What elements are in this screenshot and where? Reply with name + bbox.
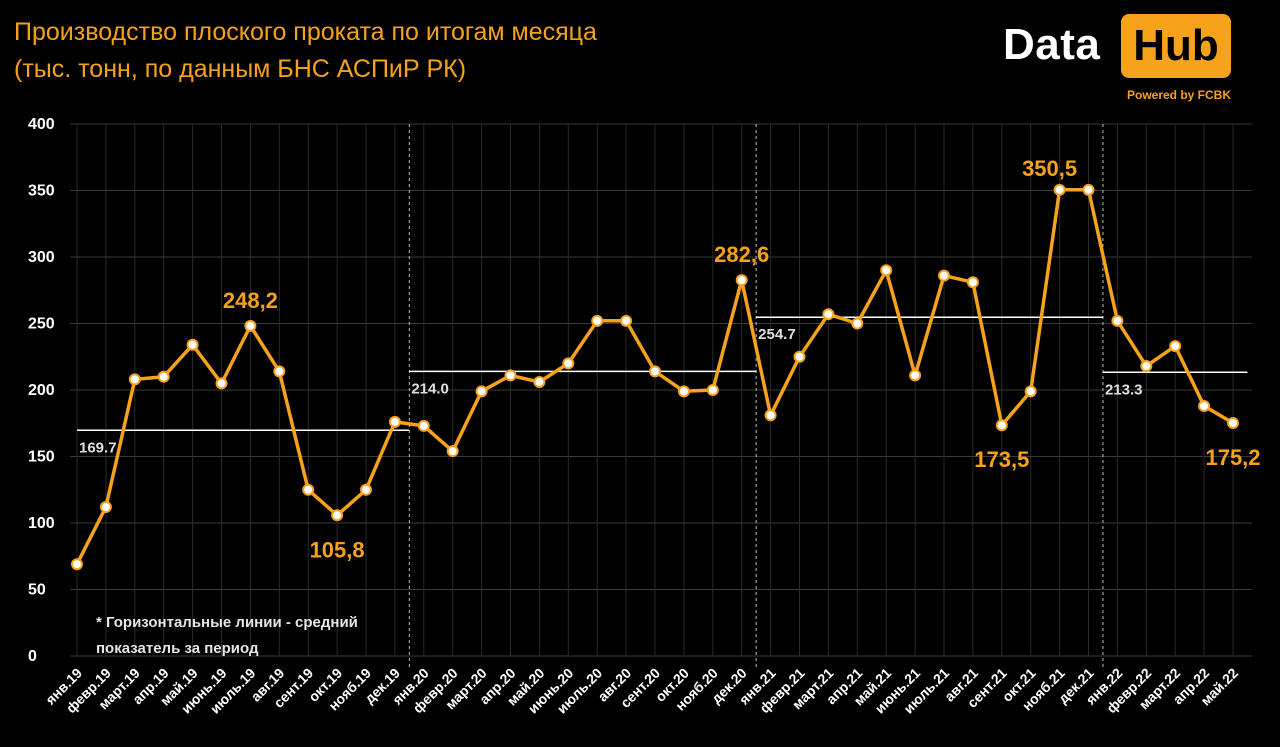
data-point bbox=[793, 350, 806, 363]
logo-data-text: Data bbox=[1003, 20, 1101, 69]
data-point bbox=[1024, 385, 1037, 398]
data-point bbox=[966, 276, 979, 289]
data-point bbox=[620, 314, 633, 327]
data-point bbox=[995, 419, 1008, 432]
average-label: 214.0 bbox=[411, 380, 449, 397]
title-line-1: Производство плоского проката по итогам … bbox=[14, 18, 597, 46]
data-point bbox=[446, 445, 459, 458]
chart-title: Производство плоского проката по итогам … bbox=[14, 14, 597, 88]
data-point bbox=[388, 415, 401, 428]
data-point bbox=[215, 377, 228, 390]
data-point bbox=[244, 319, 257, 332]
datahub-logo: Data Hub Powered by FCBK bbox=[1003, 14, 1233, 104]
y-tick-label: 100 bbox=[28, 515, 55, 532]
data-point bbox=[735, 274, 748, 287]
y-tick-label: 350 bbox=[28, 183, 55, 200]
data-point bbox=[677, 385, 690, 398]
data-label: 248,2 bbox=[223, 288, 278, 313]
average-label: 169.7 bbox=[79, 439, 117, 456]
data-point bbox=[157, 370, 170, 383]
average-label: 254.7 bbox=[758, 326, 796, 343]
data-point bbox=[331, 509, 344, 522]
footnote: * Горизонтальные линии - средний показат… bbox=[96, 610, 358, 662]
y-tick-label: 300 bbox=[28, 249, 55, 266]
data-point bbox=[591, 314, 604, 327]
footnote-line-1: * Горизонтальные линии - средний bbox=[96, 614, 358, 631]
y-tick-label: 400 bbox=[28, 116, 55, 133]
y-tick-label: 50 bbox=[28, 582, 46, 599]
y-tick-label: 0 bbox=[28, 648, 37, 665]
data-point bbox=[706, 384, 719, 396]
y-tick-label: 200 bbox=[28, 382, 55, 399]
data-point bbox=[533, 376, 546, 389]
data-point bbox=[1140, 360, 1153, 373]
data-point bbox=[1082, 183, 1095, 196]
average-label: 213.3 bbox=[1105, 381, 1143, 398]
data-point bbox=[764, 409, 777, 422]
data-point bbox=[504, 369, 517, 382]
y-tick-label: 150 bbox=[28, 449, 55, 466]
data-point bbox=[1053, 183, 1066, 196]
data-point bbox=[1227, 416, 1239, 429]
data-label: 105,8 bbox=[310, 537, 365, 562]
logo-powered-by: Powered by FCBK bbox=[1126, 88, 1231, 102]
footnote-line-2: показатель за период bbox=[96, 640, 259, 657]
data-point bbox=[649, 365, 661, 378]
data-point bbox=[938, 269, 950, 282]
data-point bbox=[273, 365, 286, 378]
data-point bbox=[1198, 399, 1211, 412]
data-point bbox=[562, 357, 575, 370]
data-point bbox=[186, 338, 199, 351]
data-point bbox=[99, 501, 112, 514]
data-point bbox=[1169, 340, 1182, 353]
logo-hub-badge: Hub bbox=[1121, 14, 1231, 78]
data-point bbox=[417, 419, 430, 432]
data-point bbox=[128, 373, 141, 386]
data-point bbox=[475, 385, 488, 398]
data-point bbox=[851, 317, 864, 330]
y-tick-label: 250 bbox=[28, 316, 55, 333]
data-label: 173,5 bbox=[974, 447, 1029, 472]
data-point bbox=[880, 264, 893, 277]
data-point bbox=[909, 369, 922, 382]
data-point bbox=[71, 558, 83, 571]
data-label: 350,5 bbox=[1022, 156, 1077, 181]
data-point bbox=[1111, 314, 1124, 327]
data-point bbox=[360, 483, 372, 496]
data-point bbox=[822, 308, 835, 321]
data-label: 175,2 bbox=[1205, 445, 1260, 470]
data-point bbox=[302, 483, 315, 496]
title-line-2: (тыс. тонн, по данным БНС АСПиР РК) bbox=[14, 55, 467, 83]
data-label: 282,6 bbox=[714, 242, 769, 267]
